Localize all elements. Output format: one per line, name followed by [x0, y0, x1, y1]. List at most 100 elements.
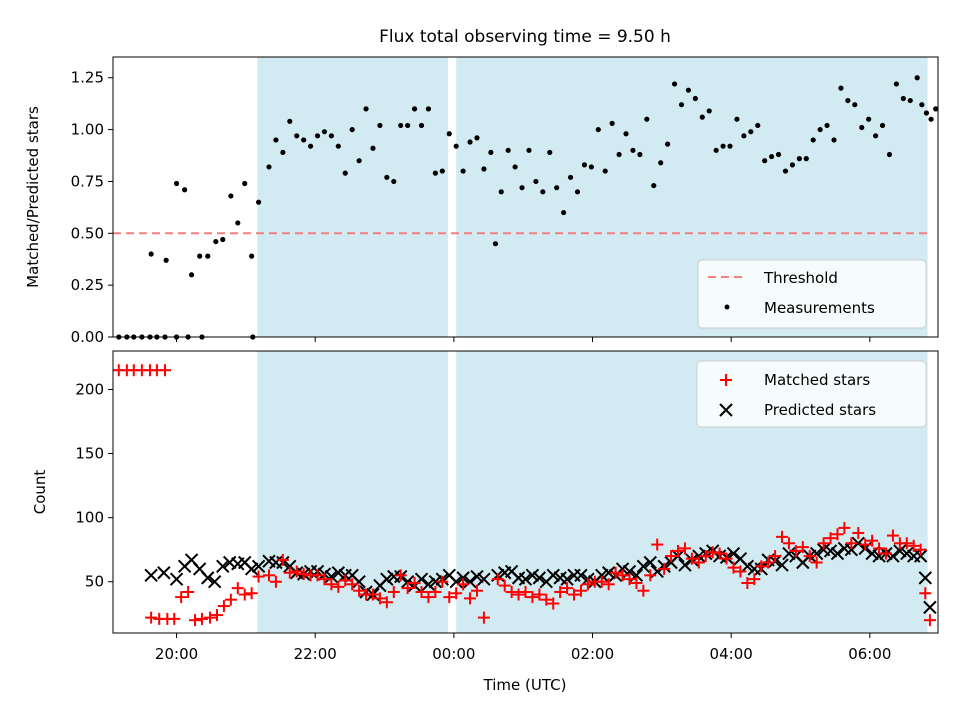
predicted-point-stroke: [872, 549, 886, 563]
measurement-point: [182, 187, 188, 193]
matched-legend-label: Matched stars: [764, 371, 870, 389]
matched-point: [914, 543, 927, 556]
measurement-point: [188, 272, 195, 278]
measurement-point: [671, 81, 678, 87]
predicted-point-stroke: [511, 571, 526, 585]
measurement-point: [609, 120, 615, 126]
matched-point: [325, 578, 338, 591]
measurement-point: [824, 122, 830, 129]
predicted-point: [546, 568, 560, 583]
measurement-point: [547, 149, 553, 156]
measurement-point: [533, 178, 539, 185]
predicted-point-stroke: [144, 568, 158, 583]
predicted-point-stroke: [345, 568, 359, 583]
predicted-point-stroke: [830, 546, 845, 561]
predicted-point-stroke: [816, 542, 831, 557]
predicted-point-stroke: [324, 569, 339, 584]
predicted-point-stroke: [782, 546, 796, 561]
measurement-point: [228, 193, 234, 199]
matched-point: [651, 538, 664, 551]
predicted-point-stroke: [244, 562, 259, 576]
predicted-point: [207, 575, 222, 589]
predicted-point: [740, 559, 755, 574]
measurement-point: [467, 139, 473, 145]
predicted-point: [144, 568, 158, 583]
matched-point: [574, 584, 587, 597]
measurement-point: [249, 253, 255, 259]
matched-point: [224, 593, 237, 606]
measurements-legend-label: Measurements: [764, 299, 875, 317]
matched-point: [195, 612, 208, 625]
measurement-point: [425, 106, 432, 112]
measurement-point: [505, 147, 511, 153]
measurement-point: [914, 75, 920, 81]
matched-point: [748, 573, 761, 586]
bottom-y-tick-label: 200: [75, 380, 104, 398]
predicted-point-stroke: [837, 541, 852, 556]
measurement-point: [384, 174, 390, 180]
matched-point: [415, 585, 428, 598]
measurement-point: [287, 118, 293, 124]
predicted-point: [560, 572, 574, 586]
measurement-point: [644, 116, 650, 122]
measurement-point: [205, 253, 211, 259]
x-tick-label: 02:00: [571, 645, 614, 663]
measurements-legend-swatch: [724, 304, 730, 310]
measurement-point: [349, 126, 355, 133]
measurement-point: [411, 106, 418, 112]
bottom-y-axis: 50 100 150 200: [75, 380, 113, 591]
measurement-point: [713, 147, 719, 153]
matched-point: [394, 569, 407, 582]
measurement-point: [453, 143, 459, 149]
measurement-point: [852, 102, 858, 108]
matched-point: [429, 585, 442, 598]
matched-point: [366, 588, 379, 601]
matched-point: [168, 612, 181, 625]
predicted-point-stroke: [553, 571, 567, 585]
measurement-point: [235, 220, 241, 226]
predicted-point-stroke: [428, 575, 443, 589]
measurement-point: [498, 189, 504, 195]
predicted-point-stroke: [893, 544, 907, 558]
measurement-point: [665, 141, 671, 147]
bottom-legend-box: [696, 360, 927, 428]
matched-point: [204, 611, 217, 624]
predicted-point: [449, 575, 463, 589]
measurement-point: [561, 209, 567, 216]
measurement-point: [574, 189, 581, 195]
matched-stars-series: [112, 364, 936, 627]
predicted-point-stroke: [546, 568, 560, 583]
measurement-point: [755, 122, 761, 129]
top-panel: 0.00 0.25 0.50 0.75 1.00 1.25 Matched/Predict…: [24, 56, 939, 346]
predicted-point: [823, 544, 838, 558]
matched-point: [561, 582, 574, 595]
predicted-point: [525, 568, 540, 583]
predicted-point: [595, 568, 609, 583]
predicted-point: [216, 559, 230, 574]
matched-point: [796, 541, 809, 554]
x-tick-label: 00:00: [432, 645, 475, 663]
matched-point: [283, 566, 296, 579]
matched-point: [189, 614, 202, 627]
predicted-point: [643, 555, 657, 570]
measurement-point: [699, 114, 705, 120]
measurement-point: [481, 166, 487, 172]
measurement-point: [866, 116, 872, 122]
predicted-point-stroke: [740, 559, 755, 574]
matched-point: [470, 584, 483, 597]
matched-point: [353, 584, 366, 597]
matched-point: [533, 588, 546, 601]
measurement-point: [220, 236, 226, 243]
measurement-point: [769, 153, 775, 160]
x-tick-label: 06:00: [848, 645, 891, 663]
matched-point: [658, 562, 671, 575]
matched-point: [727, 561, 740, 574]
predicted-point-stroke: [923, 600, 937, 615]
predicted-point: [244, 562, 259, 576]
predicted-point-stroke: [207, 575, 222, 589]
predicted-point-stroke: [169, 572, 184, 586]
measurement-point: [356, 158, 362, 164]
predicted-point: [782, 546, 796, 561]
predicted-point-stroke: [678, 558, 692, 572]
predicted-point-stroke: [601, 566, 616, 580]
